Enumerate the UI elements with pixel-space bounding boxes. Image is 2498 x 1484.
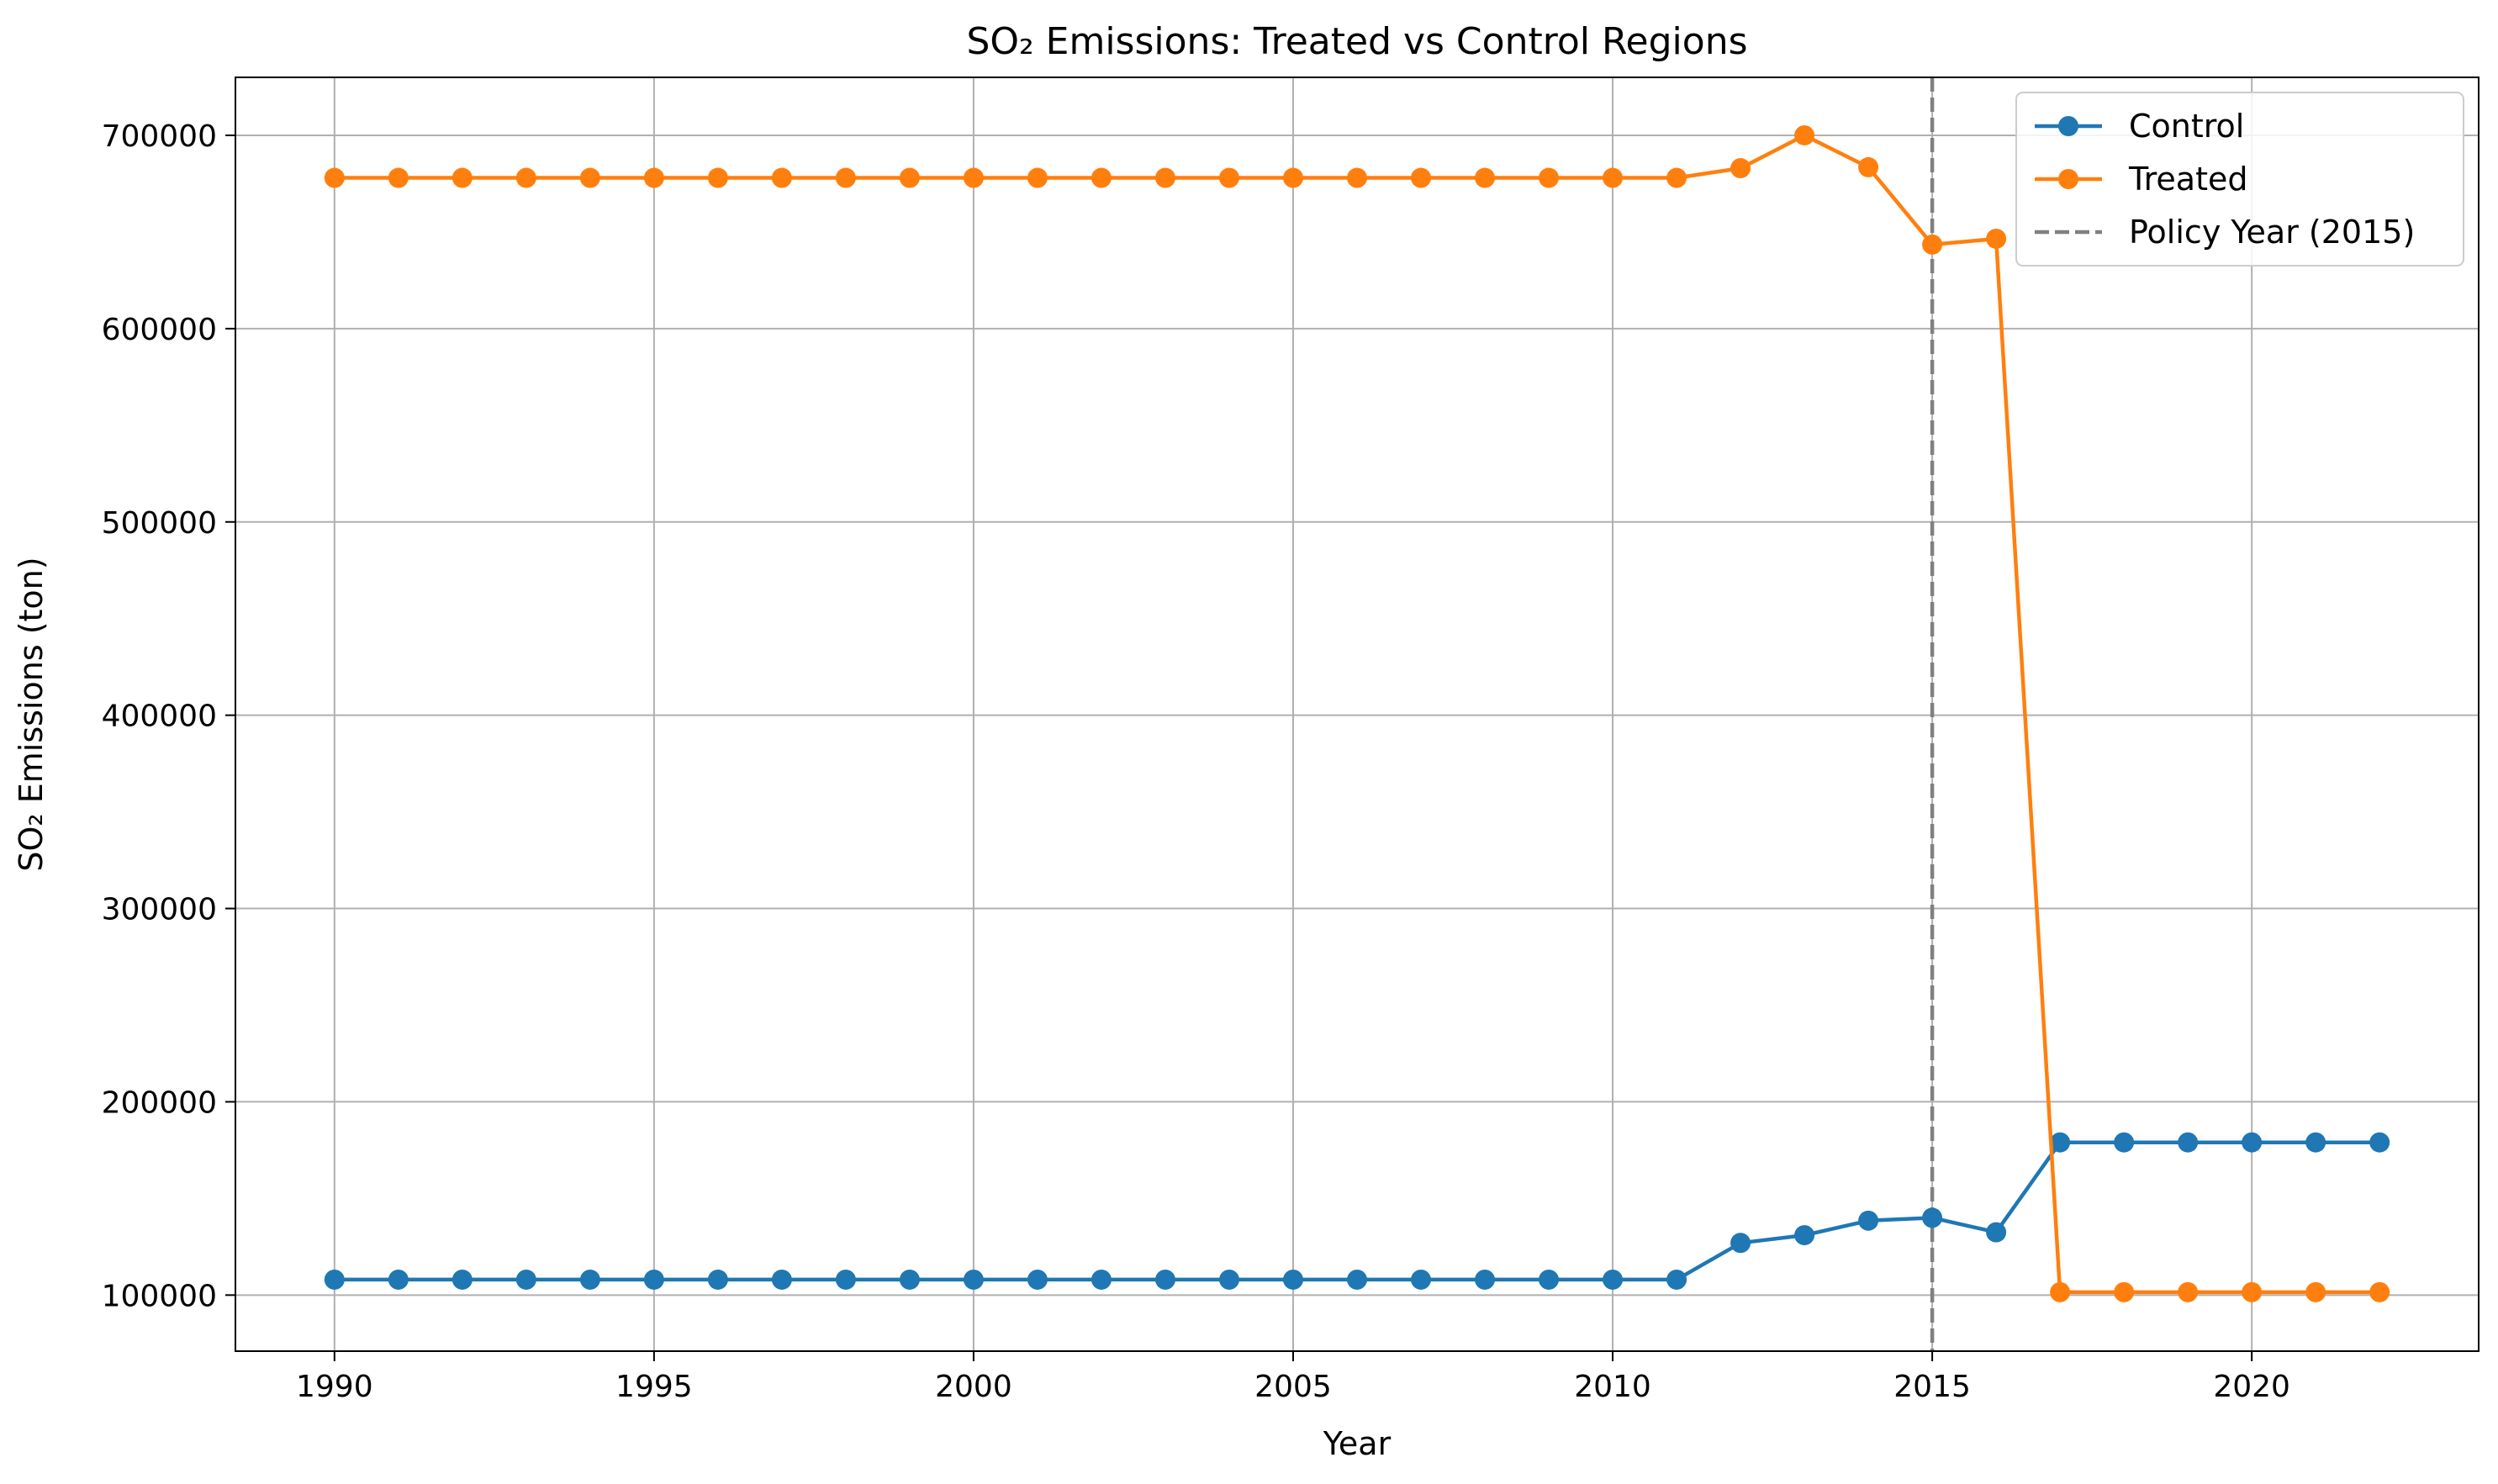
control-point	[2305, 1132, 2326, 1153]
treated-point	[2050, 1281, 2071, 1302]
treated-point	[1282, 167, 1303, 188]
control-point	[324, 1269, 345, 1290]
control-point	[707, 1269, 728, 1290]
control-point	[1475, 1269, 1496, 1290]
control-point	[771, 1269, 792, 1290]
policy-year-legend-label: Policy Year (2015)	[2129, 214, 2415, 251]
control-point	[643, 1269, 664, 1290]
y-tick-label: 700000	[102, 119, 217, 154]
control-point	[1411, 1269, 1432, 1290]
treated-point	[1347, 167, 1367, 188]
treated-point	[579, 167, 600, 188]
x-tick-label: 2015	[1893, 1370, 1971, 1404]
y-axis: 100000 200000 300000 400000 500000 600000 7000…	[102, 119, 235, 1313]
treated-point	[1027, 167, 1048, 188]
control-point	[899, 1269, 920, 1290]
x-tick-label: 2020	[2213, 1370, 2290, 1404]
treated-point	[452, 167, 473, 188]
legend-box	[2015, 92, 2464, 267]
treated-point	[2305, 1281, 2326, 1302]
treated-point	[388, 167, 409, 188]
treated-point	[1666, 167, 1687, 188]
legend: Control Treated Policy Year (2015)	[2015, 92, 2464, 267]
control-point	[1347, 1269, 1367, 1290]
control-point	[2050, 1132, 2071, 1153]
control-point	[388, 1269, 409, 1290]
control-point	[515, 1269, 536, 1290]
treated-point	[1475, 167, 1496, 188]
treated-point	[1218, 167, 1239, 188]
treated-point	[324, 167, 345, 188]
y-tick-label: 100000	[102, 1279, 217, 1313]
treated-point	[899, 167, 920, 188]
control-point	[1603, 1269, 1624, 1290]
treated-point	[1603, 167, 1624, 188]
treated-point	[1091, 167, 1112, 188]
x-axis-label: Year	[1323, 1425, 1392, 1462]
control-point	[835, 1269, 856, 1290]
treated-point	[515, 167, 536, 188]
control-point	[1154, 1269, 1175, 1290]
control-point	[1218, 1269, 1239, 1290]
treated-point	[643, 167, 664, 188]
treated-point	[1539, 167, 1560, 188]
treated-point	[1922, 234, 1943, 255]
treated-point	[963, 167, 984, 188]
x-tick-label: 2000	[935, 1370, 1012, 1404]
control-point	[2178, 1132, 2199, 1153]
control-point	[1730, 1233, 1751, 1254]
y-tick-label: 200000	[102, 1085, 217, 1120]
treated-legend-label: Treated	[2128, 161, 2247, 198]
treated-legend-marker	[2058, 169, 2078, 189]
x-tick-label: 1990	[296, 1370, 373, 1404]
treated-point	[1730, 158, 1751, 179]
control-point	[1027, 1269, 1048, 1290]
control-point	[1986, 1222, 2007, 1243]
control-point	[963, 1269, 984, 1290]
control-point	[1539, 1269, 1560, 1290]
control-legend-marker	[2058, 116, 2078, 136]
y-axis-label: SO₂ Emissions (ton)	[13, 557, 50, 871]
control-point	[2242, 1132, 2263, 1153]
series	[324, 124, 2390, 1302]
control-legend-label: Control	[2129, 108, 2244, 145]
treated-point	[771, 167, 792, 188]
treated-point	[2242, 1281, 2263, 1302]
y-tick-label: 600000	[102, 313, 217, 347]
y-tick-label: 300000	[102, 893, 217, 927]
treated-point	[2178, 1281, 2199, 1302]
treated-point	[2369, 1281, 2390, 1302]
plot-frame	[235, 77, 2480, 1352]
control-point	[1858, 1210, 1879, 1231]
treated-point	[1794, 124, 1815, 145]
control-point	[1666, 1269, 1687, 1290]
control-point	[1794, 1225, 1815, 1246]
x-tick-label: 2005	[1254, 1370, 1332, 1404]
control-point	[579, 1269, 600, 1290]
x-axis: 1990 1995 2000 2005 2010 2015 2020	[296, 1351, 2290, 1404]
grid	[235, 77, 2479, 1351]
x-tick-label: 2010	[1574, 1370, 1651, 1404]
x-tick-label: 1995	[615, 1370, 693, 1404]
treated-point	[1858, 156, 1879, 177]
y-tick-label: 400000	[102, 700, 217, 734]
control-point	[1282, 1269, 1303, 1290]
treated-point	[707, 167, 728, 188]
control-point	[452, 1269, 473, 1290]
treated-point	[1154, 167, 1175, 188]
treated-point	[1411, 167, 1432, 188]
y-tick-label: 500000	[102, 506, 217, 541]
chart-title: SO₂ Emissions: Treated vs Control Region…	[966, 20, 1747, 63]
treated-point	[1986, 228, 2007, 249]
treated-point	[2114, 1281, 2135, 1302]
control-point	[2114, 1132, 2135, 1153]
control-point	[1091, 1269, 1112, 1290]
treated-point	[835, 167, 856, 188]
control-point	[1922, 1207, 1943, 1228]
control-point	[2369, 1132, 2390, 1153]
